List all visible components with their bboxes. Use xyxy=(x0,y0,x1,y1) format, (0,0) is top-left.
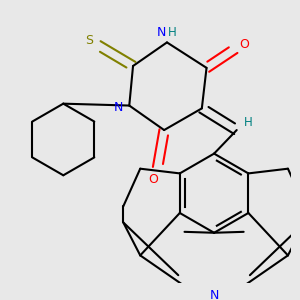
Text: N: N xyxy=(157,26,166,40)
Text: N: N xyxy=(209,290,219,300)
Text: S: S xyxy=(85,34,93,47)
Text: O: O xyxy=(148,172,158,186)
Text: H: H xyxy=(244,116,252,129)
Text: O: O xyxy=(239,38,249,51)
Text: H: H xyxy=(168,26,177,40)
Text: N: N xyxy=(113,101,123,114)
